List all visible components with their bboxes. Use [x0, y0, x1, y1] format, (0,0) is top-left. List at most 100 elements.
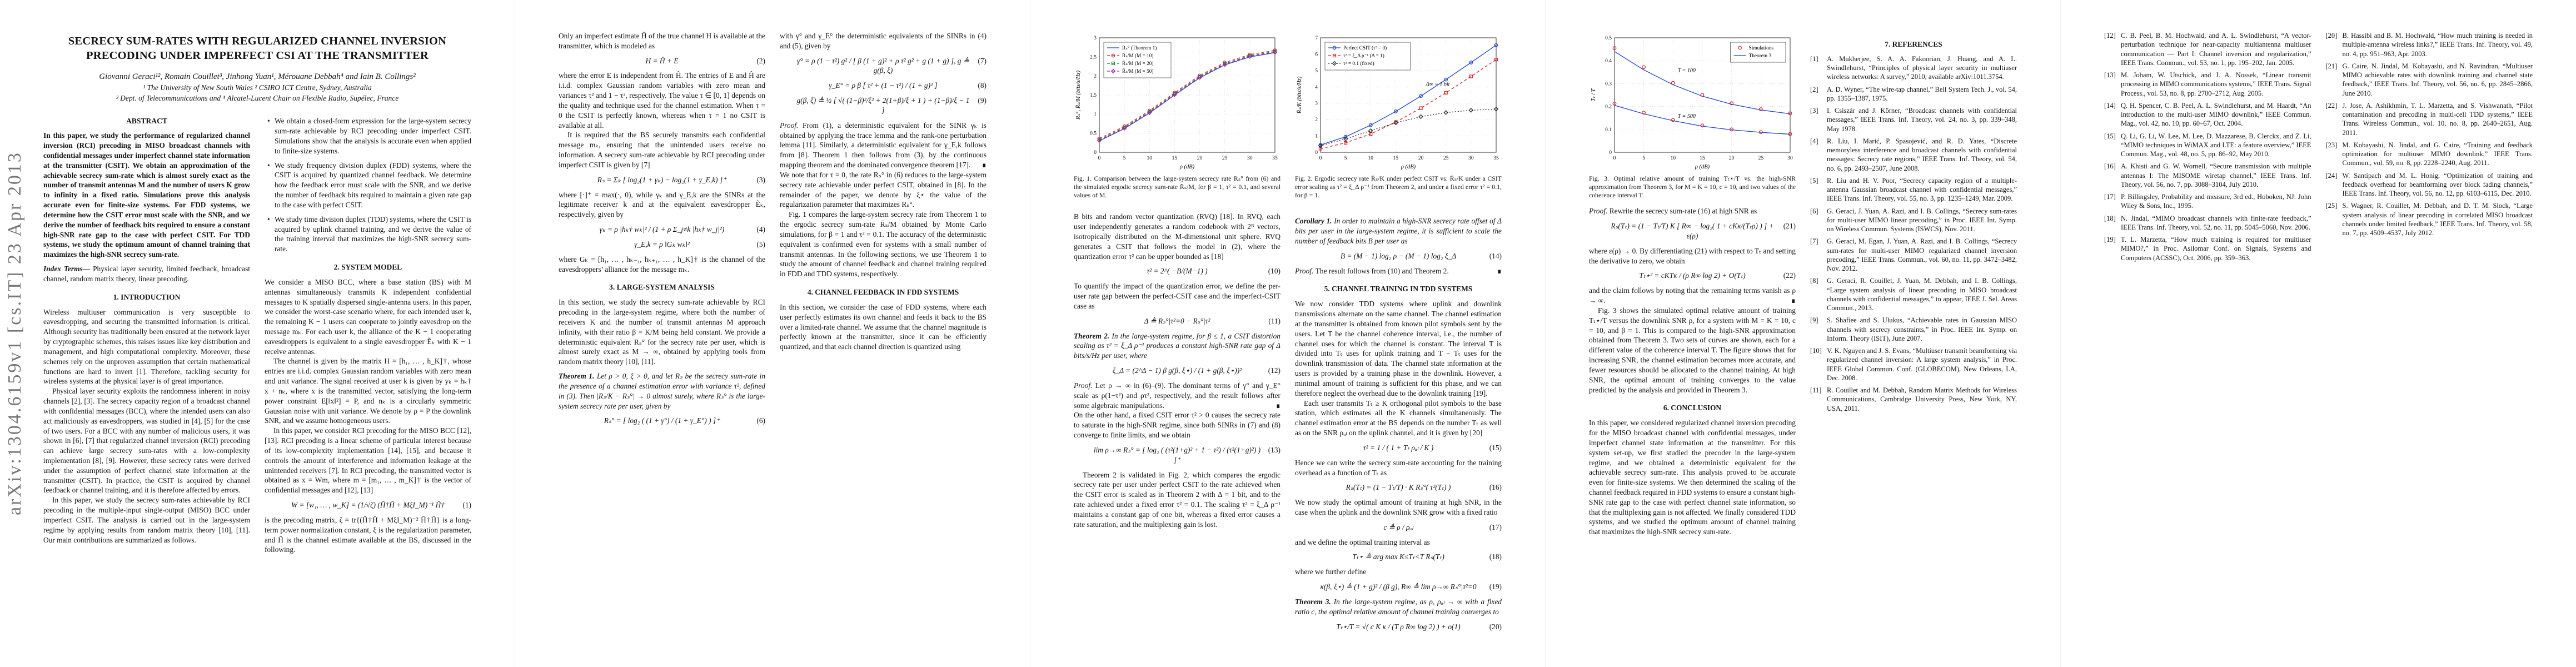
reference-item: [9] S. Shafiee and S. Ulukus, “Achievable…: [1810, 316, 2017, 343]
paragraph: On the other hand, a fixed CSIT error τ²…: [1074, 411, 1280, 440]
paragraph: Hence we can write the secrecy sum-rate …: [1295, 458, 1502, 477]
fig2-plot: 0 5 10 15 20 25 30 35 0 1 2 3 4 5 6 7 ρ (dB) R̄ₛ/K (bits/…: [1295, 32, 1502, 171]
paragraph: In this section, we consider the case of…: [780, 302, 986, 351]
equation: W = [w₁, … , w_K] = (1/√ζ) (Ĥ†Ĥ + MξI_M)…: [265, 500, 471, 510]
equation-number: (11): [1268, 316, 1280, 325]
reference-item: [5] R. Liu and H. V. Poor, “Secrecy capac…: [1810, 176, 2017, 203]
paragraph: Only an imperfect estimate Ĥ of the true…: [559, 32, 765, 50]
equation-body: H = Ĥ + E: [645, 56, 679, 65]
reference-item: [10] V. K. Nguyen and J. S. Evans, “Multi…: [1810, 346, 2017, 382]
bullet-item: We study time division duplex (TDD) syst…: [267, 215, 471, 254]
equation-number: (15): [1489, 443, 1502, 452]
equation: Δ ≜ Rₛ°|τ²=0 − Rₛ°|τ² (11): [1074, 316, 1280, 326]
reference-text: T. L. Marzetta, “How much training is re…: [2121, 236, 2311, 262]
equation-number: (10): [1268, 267, 1280, 276]
equation: Tₜ⋆² = cKTκ / (ρ R∞ log 2) + O(Tₜ) (22): [1589, 271, 1796, 281]
reference-number: [13]: [2104, 71, 2116, 79]
reference-text: R. Couillet and M. Debbah, Random Matrix…: [1827, 386, 2017, 412]
equation-body: ξ_Δ = (2^Δ − 1) β g(β, ξ⋆) / (1 + g(β, ξ…: [1112, 366, 1242, 375]
page-2-column-right: with γ° and γ_E° the deterministic equiv…: [780, 31, 986, 431]
equation-number: (12): [1268, 366, 1280, 375]
reference-item: [17] P. Billingsley, Probability and meas…: [2104, 192, 2311, 211]
reference-item: [1] A. Mukherjee, S. A. A. Fakoorian, J. …: [1810, 54, 2017, 82]
bullet-item: We study frequency division duplex (FDD)…: [267, 161, 471, 210]
section-heading: 5. CHANNEL TRAINING IN TDD SYSTEMS: [1324, 285, 1473, 293]
reference-item: [11] R. Couillet and M. Debbah, Random Ma…: [1810, 386, 2017, 413]
paragraph: where [·]⁺ = max(·, 0), while γₖ and γ_E…: [559, 190, 765, 219]
paragraph: Fig. 3 shows the simulated optimal relat…: [1589, 306, 1796, 394]
equation: Rₛ(Tₜ) = (1 − Tₜ/T) · K Rₛ°( τ²(Tₜ) ) (16…: [1295, 482, 1502, 492]
svg-text:0.4: 0.4: [1605, 58, 1612, 64]
reference-text: G. Geraci, M. Egan, J. Yuan, A. Razi, an…: [1827, 237, 2017, 273]
svg-text:5: 5: [1344, 156, 1347, 161]
paragraph: Wireless multiuser communication is very…: [43, 307, 250, 386]
equation-body: c ≜ ρ / ρᵤₗ: [1383, 522, 1413, 531]
page-3-columns: B bits and random vector quantization (R…: [1074, 212, 1502, 636]
reference-number: [1]: [1810, 54, 1818, 63]
page-5-columns: [12] C. B. Peel, B. M. Hochwald, and A. L…: [2104, 31, 2533, 266]
svg-text:25: 25: [1222, 156, 1228, 161]
equation-number: (16): [1489, 483, 1502, 492]
svg-text:0.5: 0.5: [1605, 36, 1612, 41]
paragraph: We note that for τ = 0, the rate Rₛ° in …: [780, 170, 986, 209]
svg-text:20: 20: [1197, 156, 1203, 161]
svg-text:0: 0: [1315, 150, 1318, 156]
svg-text:Theorem 3: Theorem 3: [1749, 53, 1772, 59]
reference-item: [21] G. Caire, N. Jindal, M. Kobayashi, a…: [2326, 62, 2533, 98]
equation: τ² = 1 / ( 1 + Tₜ ρᵤₗ / K ) (15): [1295, 443, 1502, 453]
svg-text:τ² = ξ_Δ ρ⁻¹ (Δ = 1): τ² = ξ_Δ ρ⁻¹ (Δ = 1): [1343, 53, 1384, 59]
section-heading: 1. INTRODUCTION: [113, 292, 181, 301]
paragraph: where ε(ρ) → 0. By differentiating (21) …: [1589, 246, 1796, 265]
paragraph: is the precoding matrix, ζ = tr{(Ĥ†Ĥ + M…: [265, 515, 471, 554]
svg-text:7: 7: [1315, 36, 1318, 41]
reference-item: [25] S. Wagner, R. Couillet, M. Debbah, a…: [2326, 201, 2533, 237]
page-2-column-left: Only an imperfect estimate Ĥ of the true…: [559, 31, 765, 431]
equation-number: (6): [756, 416, 765, 425]
equation-number: (7): [978, 56, 986, 65]
svg-text:5: 5: [1315, 68, 1318, 74]
paragraph: Theorem 2 is validated in Fig. 2, which …: [1074, 470, 1280, 529]
reference-text: V. K. Nguyen and J. S. Evans, “Multiuser…: [1827, 347, 2017, 382]
proof-body: From (1), a deterministic equivalent for…: [780, 121, 986, 170]
equation: H = Ĥ + E (2): [559, 56, 766, 66]
svg-text:0: 0: [1098, 156, 1101, 161]
svg-text:0.1: 0.1: [1605, 127, 1612, 133]
theorem-label: Theorem 1.: [559, 372, 597, 381]
svg-text:5: 5: [1642, 156, 1645, 161]
page-1-column-right: We obtain a closed-form expression for t…: [265, 115, 471, 555]
equation-number: (22): [1783, 271, 1796, 280]
reference-number: [2]: [1810, 85, 1818, 93]
reference-number: [6]: [1810, 207, 1818, 215]
reference-text: Q. H. Spencer, C. B. Peel, A. L. Swindle…: [2121, 101, 2311, 128]
equation-body: Rₛ = Σₖ [ log₂(1 + γₖ) − log₂(1 + γ_E,k)…: [597, 175, 727, 184]
svg-text:Δ∞ = 1 bit: Δ∞ = 1 bit: [1426, 82, 1450, 88]
reference-item: [12] C. B. Peel, B. M. Hochwald, and A. L…: [2104, 31, 2311, 67]
svg-text:2.5: 2.5: [1090, 54, 1097, 60]
svg-text:R̄ₛ/M (M = 50): R̄ₛ/M (M = 50): [1122, 68, 1154, 74]
equation-number: (5): [756, 240, 765, 248]
equation-body: κ(β, ξ⋆) ≜ (1 + g)² / (β g), R∞ ≜ lim ρ→…: [1320, 583, 1477, 591]
paper-title-line1: SECRECY SUM-RATES WITH REGULARIZED CHANN…: [68, 35, 447, 47]
paragraph: It is required that the BS securely tran…: [559, 131, 765, 169]
reference-number: [5]: [1810, 176, 1818, 185]
reference-text: A. D. Wyner, “The wire-tap channel,” Bel…: [1827, 85, 2017, 102]
reference-number: [18]: [2104, 214, 2116, 222]
equation: Rₛ = Σₖ [ log₂(1 + γₖ) − log₂(1 + γ_E,k)…: [559, 175, 765, 185]
equation-body: Rₛ(Tₜ) = (1 − Tₜ/T) K [ R∞ − log₂( 1 + c…: [1611, 222, 1774, 240]
svg-text:15: 15: [1172, 156, 1178, 161]
figure-fig3: 0 5 10 15 20 25 30 0 0.1 0.2 0.3 0.4 0.5 ρ (dB) Tₜ / T…: [1589, 32, 1796, 200]
reference-number: [19]: [2104, 236, 2116, 243]
reference-text: S. Wagner, R. Couillet, M. Debbah, and D…: [2342, 202, 2533, 237]
svg-text:1.5: 1.5: [1090, 93, 1097, 98]
paragraph: In this paper, we study the secrecy sum-…: [43, 496, 250, 544]
svg-text:3: 3: [1094, 36, 1097, 41]
fig2-caption: Fig. 2. Ergodic secrecy rate R̄ₛ/K under…: [1295, 175, 1502, 200]
bullet-item: We obtain a closed-form expression for t…: [267, 116, 471, 156]
theorem: Corollary 1. In order to maintain a high…: [1295, 216, 1502, 246]
paragraph: Each user transmits Tₜ ≥ K orthogonal pi…: [1295, 399, 1502, 437]
bullet-list: We obtain a closed-form expression for t…: [265, 116, 471, 254]
reference-number: [17]: [2104, 193, 2116, 201]
paper-affiliation-2: ³ Dept. of Telecommunications and ⁴ Alca…: [116, 94, 399, 103]
proof-label: Proof.: [780, 121, 803, 130]
reference-item: [8] G. Geraci, R. Couillet, J. Yuan, M. D…: [1810, 276, 2017, 312]
